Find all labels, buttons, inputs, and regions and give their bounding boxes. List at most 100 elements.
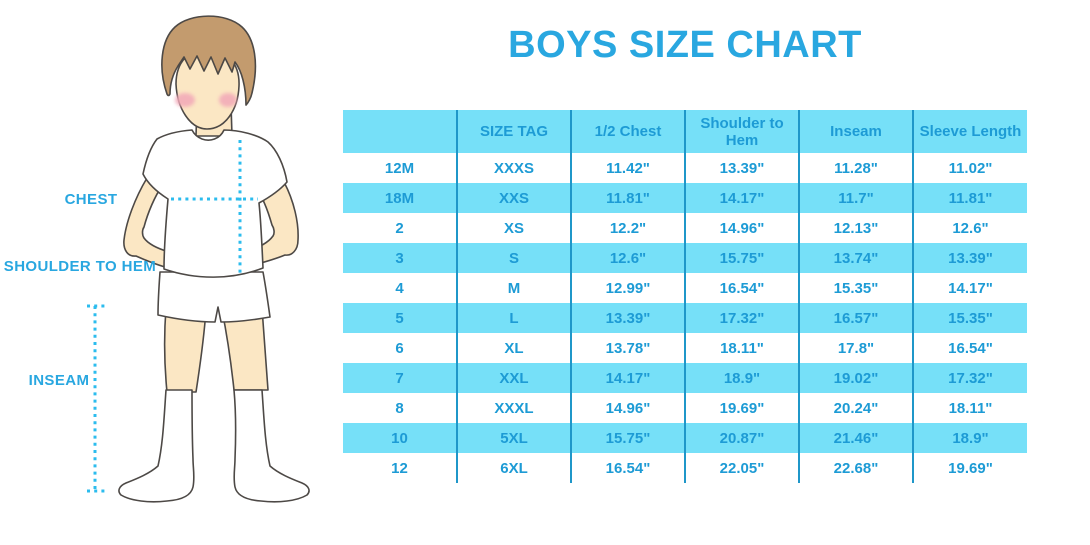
size-age-cell: 12: [343, 453, 458, 483]
table-row: 10 5XL 15.75" 20.87" 21.46" 18.9": [343, 423, 1027, 453]
shoulder-to-hem-label: SHOULDER TO HEM: [3, 258, 157, 275]
size-tag-cell: XS: [457, 213, 572, 243]
size-tag-cell: 5XL: [457, 423, 572, 453]
measure-cell: 18.11": [685, 333, 800, 363]
size-tag-cell: 6XL: [457, 453, 572, 483]
measure-cell: 18.9": [913, 423, 1027, 453]
measure-cell: 18.9": [685, 363, 800, 393]
measure-cell: 14.96": [571, 393, 686, 423]
measure-cell: 16.57": [799, 303, 914, 333]
size-age-cell: 12M: [343, 153, 458, 183]
measure-cell: 12.2": [571, 213, 686, 243]
figure-panel: CHEST SHOULDER TO HEM INSEAM: [0, 0, 340, 545]
measure-cell: 11.7": [799, 183, 914, 213]
measure-cell: 15.75": [571, 423, 686, 453]
measure-cell: 16.54": [685, 273, 800, 303]
measure-cell: 21.46": [799, 423, 914, 453]
measure-cell: 20.24": [799, 393, 914, 423]
size-age-cell: 2: [343, 213, 458, 243]
table-row: 6 XL 13.78" 18.11" 17.8" 16.54": [343, 333, 1027, 363]
measure-cell: 11.81": [571, 183, 686, 213]
measure-cell: 22.68": [799, 453, 914, 483]
measure-cell: 13.39": [913, 243, 1027, 273]
size-tag-cell: XXXL: [457, 393, 572, 423]
measure-cell: 18.11": [913, 393, 1027, 423]
measure-cell: 14.17": [571, 363, 686, 393]
measure-cell: 15.75": [685, 243, 800, 273]
size-age-cell: 4: [343, 273, 458, 303]
measure-cell: 12.6": [571, 243, 686, 273]
corner-header: [343, 110, 458, 153]
size-tag-cell: L: [457, 303, 572, 333]
shorts-shape: [157, 271, 271, 323]
tshirt-shape: [142, 129, 288, 278]
measure-cell: 14.96": [685, 213, 800, 243]
size-table: SIZE TAG 1/2 Chest Shoulder to Hem Inseam Sl…: [343, 110, 1027, 483]
table-row: 12M XXXS 11.42" 13.39" 11.28" 11.02": [343, 153, 1027, 183]
measure-cell: 20.87": [685, 423, 800, 453]
measure-cell: 19.69": [685, 393, 800, 423]
table-row: 3 S 12.6" 15.75" 13.74" 13.39": [343, 243, 1027, 273]
hair-shape: [161, 15, 257, 106]
size-table-header-row: SIZE TAG 1/2 Chest Shoulder to Hem Inseam Sl…: [343, 110, 1027, 153]
size-tag-cell: S: [457, 243, 572, 273]
right-sock-shape: [233, 389, 310, 503]
size-tag-cell: XXL: [457, 363, 572, 393]
chest-label: CHEST: [64, 191, 118, 208]
size-tag-cell: XXS: [457, 183, 572, 213]
size-table-header: SIZE TAG 1/2 Chest Shoulder to Hem Inseam Sl…: [343, 110, 1027, 153]
table-row: 2 XS 12.2" 14.96" 12.13" 12.6": [343, 213, 1027, 243]
size-table-body: 12M XXXS 11.42" 13.39" 11.28" 11.02" 18M XXS 11.…: [343, 153, 1027, 483]
size-age-cell: 7: [343, 363, 458, 393]
measure-cell: 15.35": [913, 303, 1027, 333]
size-age-cell: 5: [343, 303, 458, 333]
table-row: 18M XXS 11.81" 14.17" 11.7" 11.81": [343, 183, 1027, 213]
left-leg-shape: [163, 307, 207, 393]
right-leg-shape: [221, 307, 269, 391]
measure-cell: 19.02": [799, 363, 914, 393]
column-header: SIZE TAG: [457, 110, 572, 153]
size-tag-cell: XL: [457, 333, 572, 363]
measure-cell: 13.39": [571, 303, 686, 333]
inseam-label: INSEAM: [28, 372, 90, 389]
measure-cell: 11.28": [799, 153, 914, 183]
column-header: Inseam: [799, 110, 914, 153]
size-age-cell: 8: [343, 393, 458, 423]
measure-cell: 14.17": [913, 273, 1027, 303]
table-row: 5 L 13.39" 17.32" 16.57" 15.35": [343, 303, 1027, 333]
table-row: 8 XXXL 14.96" 19.69" 20.24" 18.11": [343, 393, 1027, 423]
measure-cell: 13.78": [571, 333, 686, 363]
chart-panel: BOYS SIZE CHART SIZE TAG 1/2 Chest Shoulde…: [340, 0, 1090, 545]
size-age-cell: 18M: [343, 183, 458, 213]
table-row: 7 XXL 14.17" 18.9" 19.02" 17.32": [343, 363, 1027, 393]
measure-cell: 22.05": [685, 453, 800, 483]
page-title: BOYS SIZE CHART: [508, 24, 862, 66]
left-cheek-shape: [175, 93, 195, 107]
size-tag-cell: XXXS: [457, 153, 572, 183]
measure-cell: 12.99": [571, 273, 686, 303]
measure-cell: 16.54": [571, 453, 686, 483]
measure-cell: 11.42": [571, 153, 686, 183]
column-header: Shoulder to Hem: [685, 110, 800, 153]
measure-cell: 19.69": [913, 453, 1027, 483]
column-header: Sleeve Length: [913, 110, 1027, 153]
measure-cell: 11.02": [913, 153, 1027, 183]
measure-cell: 17.32": [685, 303, 800, 333]
measure-cell: 17.32": [913, 363, 1027, 393]
size-age-cell: 3: [343, 243, 458, 273]
measure-cell: 13.39": [685, 153, 800, 183]
measure-cell: 12.6": [913, 213, 1027, 243]
table-row: 12 6XL 16.54" 22.05" 22.68" 19.69": [343, 453, 1027, 483]
measure-cell: 17.8": [799, 333, 914, 363]
left-sock-shape: [118, 389, 195, 503]
measure-cell: 15.35": [799, 273, 914, 303]
measure-cell: 12.13": [799, 213, 914, 243]
size-tag-cell: M: [457, 273, 572, 303]
measure-cell: 16.54": [913, 333, 1027, 363]
measure-cell: 14.17": [685, 183, 800, 213]
size-age-cell: 10: [343, 423, 458, 453]
boy-illustration: [87, 15, 310, 503]
right-cheek-shape: [219, 93, 237, 107]
measure-cell: 11.81": [913, 183, 1027, 213]
